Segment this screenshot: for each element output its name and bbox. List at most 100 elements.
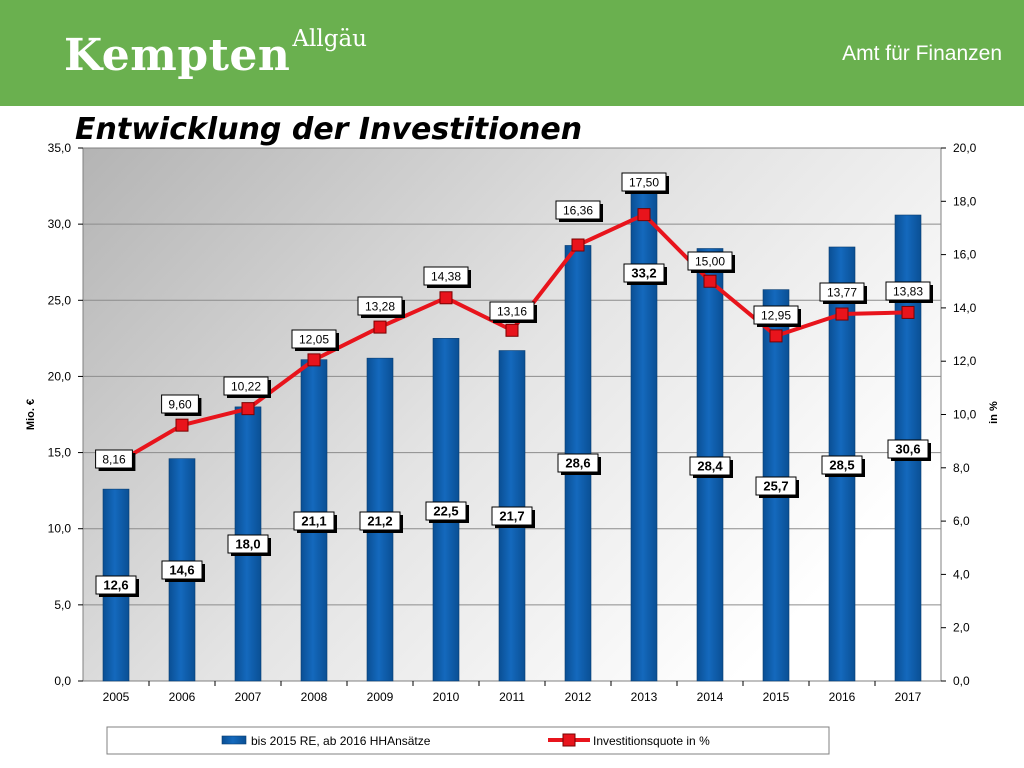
quote-marker <box>241 402 255 416</box>
quote-value-label-box <box>885 281 931 301</box>
left-tick-label: 0,0 <box>54 674 71 688</box>
left-tick-label: 30,0 <box>48 217 72 231</box>
bar-value-label: 12,6 <box>103 578 128 593</box>
quote-value-label-box <box>223 376 269 396</box>
department-label: Amt für Finanzen <box>842 42 1002 65</box>
bar-value-label: 28,6 <box>565 456 590 471</box>
quote-value-label: 17,50 <box>629 176 659 190</box>
quote-marker <box>175 418 189 432</box>
right-tick-label: 10,0 <box>953 408 977 422</box>
quote-value-label: 10,22 <box>231 380 261 394</box>
logo-main-text: Kempten <box>64 30 291 81</box>
quote-marker <box>703 274 717 288</box>
quote-value-label-box <box>753 305 799 325</box>
legend-bar-swatch <box>221 735 247 745</box>
right-tick-label: 8,0 <box>953 461 970 475</box>
left-tick-label: 15,0 <box>48 446 72 460</box>
legend-line-label: Investitionsquote in % <box>593 734 710 748</box>
bar <box>630 175 658 682</box>
bar-value-label: 21,7 <box>499 509 524 524</box>
left-tick-label: 25,0 <box>48 293 72 307</box>
right-tick-label: 4,0 <box>953 567 970 581</box>
x-tick-label: 2005 <box>103 690 130 704</box>
bar-value-label-box <box>689 456 731 476</box>
x-tick-label: 2016 <box>829 690 856 704</box>
x-tick-label: 2012 <box>565 690 592 704</box>
quote-value-label: 13,16 <box>497 305 527 319</box>
quote-value-label-box <box>423 266 469 286</box>
x-tick-label: 2017 <box>895 690 922 704</box>
right-tick-label: 18,0 <box>953 194 977 208</box>
bar-value-label-box <box>821 455 863 475</box>
quote-marker <box>505 323 519 337</box>
quote-value-label: 16,36 <box>563 204 593 218</box>
quote-value-label-box <box>555 200 601 220</box>
quote-value-label-box <box>621 172 667 192</box>
bar-value-label: 21,2 <box>367 514 392 529</box>
right-tick-label: 12,0 <box>953 354 977 368</box>
x-tick-label: 2009 <box>367 690 394 704</box>
bar-value-label-box <box>557 453 599 473</box>
left-tick-label: 10,0 <box>48 522 72 536</box>
quote-value-label-box <box>489 301 535 321</box>
legend-bar-label: bis 2015 RE, ab 2016 HHAnsätze <box>251 734 431 748</box>
bar-value-label-box <box>425 501 467 521</box>
bar-value-label: 14,6 <box>169 563 194 578</box>
right-tick-label: 20,0 <box>953 141 977 155</box>
header-bar: KemptenAllgäu Amt für Finanzen <box>0 0 1024 106</box>
quote-marker <box>769 329 783 343</box>
x-tick-label: 2008 <box>301 690 328 704</box>
x-tick-label: 2014 <box>697 690 724 704</box>
quote-value-label: 15,00 <box>695 255 725 269</box>
chart-title: Entwicklung der Investitionen <box>75 112 583 147</box>
legend-box <box>106 726 830 755</box>
bar-value-label: 33,2 <box>631 266 656 281</box>
quote-marker <box>835 307 849 321</box>
quote-value-label-box <box>291 329 337 349</box>
quote-value-label: 9,60 <box>168 398 192 412</box>
bar-value-label: 28,4 <box>697 459 723 474</box>
left-tick-label: 35,0 <box>48 141 72 155</box>
right-tick-label: 6,0 <box>953 514 970 528</box>
quote-value-label: 12,05 <box>299 333 329 347</box>
left-tick-label: 20,0 <box>48 369 72 383</box>
quote-marker <box>439 291 453 305</box>
right-tick-label: 14,0 <box>953 301 977 315</box>
bar-value-label-box <box>95 575 137 595</box>
quote-marker <box>373 320 387 334</box>
bar-value-label: 18,0 <box>235 537 260 552</box>
quote-value-label-box <box>95 449 133 469</box>
quote-marker <box>307 353 321 367</box>
quote-value-label-box <box>687 251 733 271</box>
right-axis-title: in % <box>988 401 1000 424</box>
quote-value-label: 8,16 <box>102 453 126 467</box>
bar-value-label-box <box>887 439 929 459</box>
quote-value-label: 14,38 <box>431 270 461 284</box>
left-tick-label: 5,0 <box>54 598 71 612</box>
bar-value-label-box <box>359 511 401 531</box>
quote-value-label: 13,28 <box>365 300 395 314</box>
quote-value-label: 13,83 <box>893 285 923 299</box>
bar-value-label: 22,5 <box>433 504 458 519</box>
x-tick-label: 2006 <box>169 690 196 704</box>
right-tick-label: 2,0 <box>953 621 970 635</box>
quote-marker <box>901 305 915 319</box>
bar-value-label-box <box>755 476 797 496</box>
bar-value-label: 28,5 <box>829 458 854 473</box>
bar-value-label-box <box>491 506 533 526</box>
x-tick-label: 2010 <box>433 690 460 704</box>
bar-value-label: 25,7 <box>763 479 788 494</box>
bar-value-label-box <box>623 263 665 283</box>
quote-marker <box>637 208 651 222</box>
legend-line-marker <box>562 733 576 747</box>
quote-value-label-box <box>819 282 865 302</box>
right-tick-label: 16,0 <box>953 248 977 262</box>
bar-value-label: 21,1 <box>301 514 326 529</box>
x-tick-label: 2011 <box>499 690 525 704</box>
bar-value-label-box <box>293 511 335 531</box>
logo-sup-text: Allgäu <box>292 26 367 52</box>
bar-value-label: 30,6 <box>895 442 920 457</box>
right-tick-label: 0,0 <box>953 674 970 688</box>
quote-value-label: 13,77 <box>827 286 857 300</box>
